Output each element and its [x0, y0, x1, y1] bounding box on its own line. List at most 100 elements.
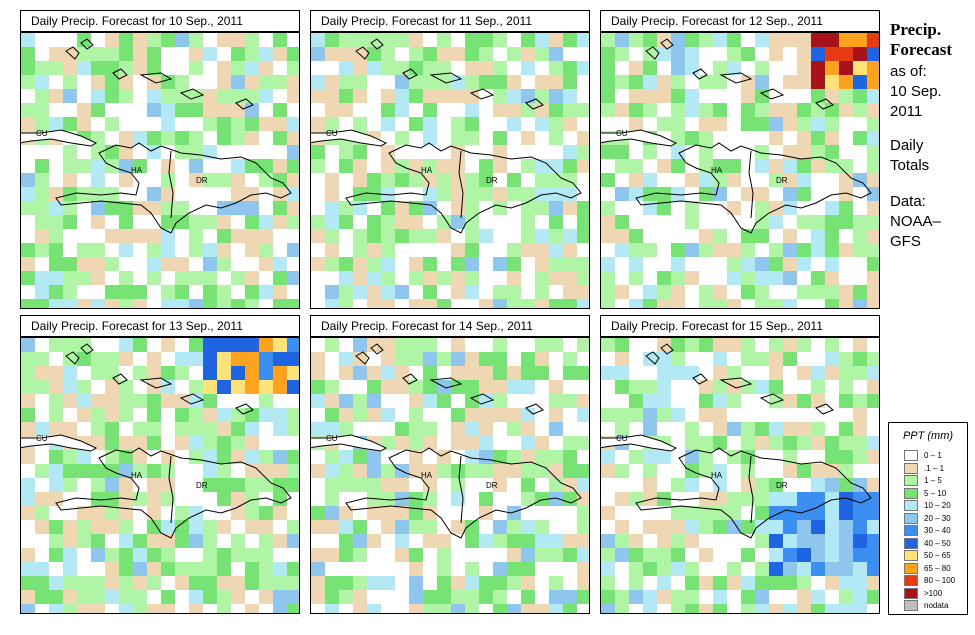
grid-cell	[311, 408, 325, 422]
grid-cell	[451, 478, 465, 492]
grid-cell	[175, 380, 189, 394]
grid-cell	[577, 187, 589, 201]
grid-cell	[245, 117, 259, 131]
grid-cell	[493, 576, 507, 590]
grid-cell	[245, 187, 259, 201]
country-label-dr: DR	[776, 481, 788, 490]
grid-cell	[451, 215, 465, 229]
grid-cell	[147, 47, 161, 61]
grid-cell	[119, 352, 133, 366]
grid-cell	[685, 131, 699, 145]
grid-cell	[35, 145, 49, 159]
island-coastline	[815, 403, 834, 415]
island-coastline	[179, 88, 205, 100]
grid-cell	[35, 201, 49, 215]
grid-cell	[465, 422, 479, 436]
grid-cell	[273, 492, 287, 506]
grid-cell	[21, 422, 35, 436]
grid-cell	[189, 492, 203, 506]
grid-cell	[643, 229, 657, 243]
grid-cell	[381, 187, 395, 201]
grid-cell	[231, 352, 245, 366]
grid-cell	[245, 562, 259, 576]
grid-cell	[825, 422, 839, 436]
grid-cell	[671, 590, 685, 604]
grid-cell	[853, 187, 867, 201]
legend-swatch	[904, 600, 918, 611]
grid-cell	[423, 299, 437, 308]
grid-cell	[217, 576, 231, 590]
grid-cell	[601, 450, 615, 464]
grid-cell	[189, 131, 203, 145]
grid-cell	[63, 75, 77, 89]
grid-cell	[147, 89, 161, 103]
grid-cell	[147, 257, 161, 271]
grid-cell	[867, 604, 879, 613]
grid-cell	[353, 75, 367, 89]
grid-cell	[713, 408, 727, 422]
grid-cell	[381, 436, 395, 450]
grid-cell	[549, 548, 563, 562]
grid-cell	[563, 590, 577, 604]
grid-cell	[797, 33, 811, 47]
grid-cell	[133, 299, 147, 308]
grid-cell	[811, 117, 825, 131]
grid-cell	[783, 520, 797, 534]
grid-cell	[381, 89, 395, 103]
grid-cell	[451, 47, 465, 61]
grid-cell	[713, 145, 727, 159]
grid-cell	[713, 75, 727, 89]
grid-cell	[727, 366, 741, 380]
grid-cell	[189, 590, 203, 604]
grid-cell	[479, 47, 493, 61]
grid-cell	[783, 436, 797, 450]
grid-cell	[217, 352, 231, 366]
panel-title: Daily Precip. Forecast for 10 Sep., 2011	[20, 10, 300, 32]
grid-cell	[353, 450, 367, 464]
grid-cell	[49, 478, 63, 492]
grid-cell	[119, 380, 133, 394]
grid-cell	[49, 61, 63, 75]
grid-cell	[105, 380, 119, 394]
grid-cell	[133, 47, 147, 61]
grid-cell	[839, 576, 853, 590]
grid-cell	[853, 117, 867, 131]
grid-cell	[409, 464, 423, 478]
grid-cell	[479, 604, 493, 613]
grid-cell	[727, 408, 741, 422]
grid-cell	[839, 61, 853, 75]
grid-cell	[423, 604, 437, 613]
grid-cell	[727, 187, 741, 201]
grid-cell	[161, 604, 175, 613]
grid-cell	[811, 257, 825, 271]
grid-cell	[367, 61, 381, 75]
grid-cell	[769, 33, 783, 47]
grid-cell	[231, 257, 245, 271]
grid-cell	[643, 338, 657, 352]
date-line-1: 10 Sep.	[890, 83, 942, 100]
grid-cell	[287, 352, 299, 366]
grid-cell	[409, 534, 423, 548]
country-label-ha: HA	[711, 471, 723, 480]
grid-cell	[727, 131, 741, 145]
grid-cell	[769, 590, 783, 604]
grid-cell	[521, 145, 535, 159]
grid-cell	[91, 492, 105, 506]
grid-cell	[367, 520, 381, 534]
grid-cell	[549, 590, 563, 604]
grid-cell	[811, 380, 825, 394]
grid-cell	[577, 159, 589, 173]
grid-cell	[727, 450, 741, 464]
grid-cell	[465, 478, 479, 492]
grid-cell	[451, 103, 465, 117]
grid-cell	[657, 408, 671, 422]
grid-cell	[479, 506, 493, 520]
precip-map: CU HA DR	[310, 337, 590, 614]
grid-cell	[231, 145, 245, 159]
grid-cell	[203, 506, 217, 520]
grid-cell	[563, 271, 577, 285]
grid-cell	[119, 548, 133, 562]
grid-cell	[423, 436, 437, 450]
grid-cell	[273, 534, 287, 548]
